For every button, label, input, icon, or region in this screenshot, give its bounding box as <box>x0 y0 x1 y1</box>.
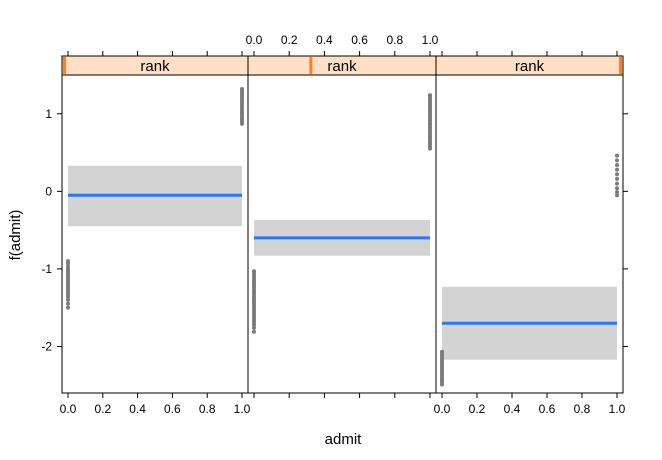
y-axis-title: f(admit) <box>7 210 24 261</box>
y-tick-label-2: 0 <box>45 184 52 198</box>
point-p2-x0-25 <box>252 329 256 334</box>
axes: 0.0 0.2 0.4 0.6 0.8 1.0 0.0 0.2 0.4 0.6 0.8 1.0 0.0 0… <box>41 33 628 416</box>
x-tick-label-p1-1: 0.2 <box>94 402 111 416</box>
x-tick-label-p1-2: 0.4 <box>129 402 146 416</box>
y-tick-label-0: -2 <box>41 339 52 353</box>
x-tick-label-p3-0: 0.0 <box>434 402 451 416</box>
point-p3-x1-2 <box>615 186 619 191</box>
strip-label-2: rank <box>327 58 357 75</box>
x-axis-title: admit <box>325 431 363 448</box>
point-p1-x1-15 <box>240 86 244 91</box>
x-tick-label-p1-4: 0.8 <box>199 402 216 416</box>
strip-level-marker-1 <box>63 57 66 74</box>
x-tick-label-p3-5: 1.0 <box>609 402 626 416</box>
x-tick-label-p2-2: 0.4 <box>316 33 333 47</box>
x-tick-label-p2-1: 0.2 <box>281 33 298 47</box>
point-p3-x0-14 <box>440 382 444 387</box>
point-p1-x0-16 <box>66 297 70 302</box>
data-points <box>66 86 619 387</box>
x-tick-label-p2-4: 0.8 <box>386 33 403 47</box>
point-p1-x0-15 <box>66 294 70 299</box>
point-p2-x0-24 <box>252 325 256 330</box>
x-tick-label-p3-1: 0.2 <box>469 402 486 416</box>
point-p1-x0-1 <box>66 261 70 266</box>
panel-frames <box>61 74 624 394</box>
panel-frame-3 <box>435 74 624 394</box>
strip-label-1: rank <box>140 58 170 75</box>
fit-lines <box>68 193 617 325</box>
x-tick-label-p2-0: 0.0 <box>246 33 263 47</box>
x-tick-label-p2-3: 0.6 <box>351 33 368 47</box>
x-tick-label-p1-5: 1.0 <box>234 402 251 416</box>
point-p3-x1-9 <box>615 153 619 158</box>
point-p3-x1-5 <box>615 172 619 177</box>
strip-level-marker-3 <box>619 57 622 74</box>
y-tick-label-1: -1 <box>41 262 52 276</box>
point-p3-x1-6 <box>615 167 619 172</box>
y-tick-label-3: 1 <box>45 107 52 121</box>
point-p1-x0-17 <box>66 301 70 306</box>
x-tick-label-p2-5: 1.0 <box>422 33 439 47</box>
point-p2-x1-23 <box>428 93 432 98</box>
panel-frame-1 <box>61 74 249 394</box>
point-p3-x1-3 <box>615 181 619 186</box>
strips: rank rank rank <box>61 55 624 76</box>
point-p3-x1-0 <box>615 193 619 198</box>
point-p3-x1-8 <box>615 158 619 163</box>
point-p3-x1-7 <box>615 162 619 167</box>
point-p3-x1-4 <box>615 176 619 181</box>
point-p2-x0-23 <box>252 322 256 327</box>
x-tick-label-p3-2: 0.4 <box>504 402 521 416</box>
strip-label-3: rank <box>515 58 545 75</box>
x-tick-label-p1-3: 0.6 <box>164 402 181 416</box>
strip-level-marker-2 <box>309 57 313 74</box>
x-tick-label-p3-3: 0.6 <box>539 402 556 416</box>
x-tick-label-p1-0: 0.0 <box>60 402 77 416</box>
point-p1-x0-18 <box>66 305 70 310</box>
x-tick-label-p3-4: 0.8 <box>574 402 591 416</box>
point-p3-x1-1 <box>615 190 619 195</box>
